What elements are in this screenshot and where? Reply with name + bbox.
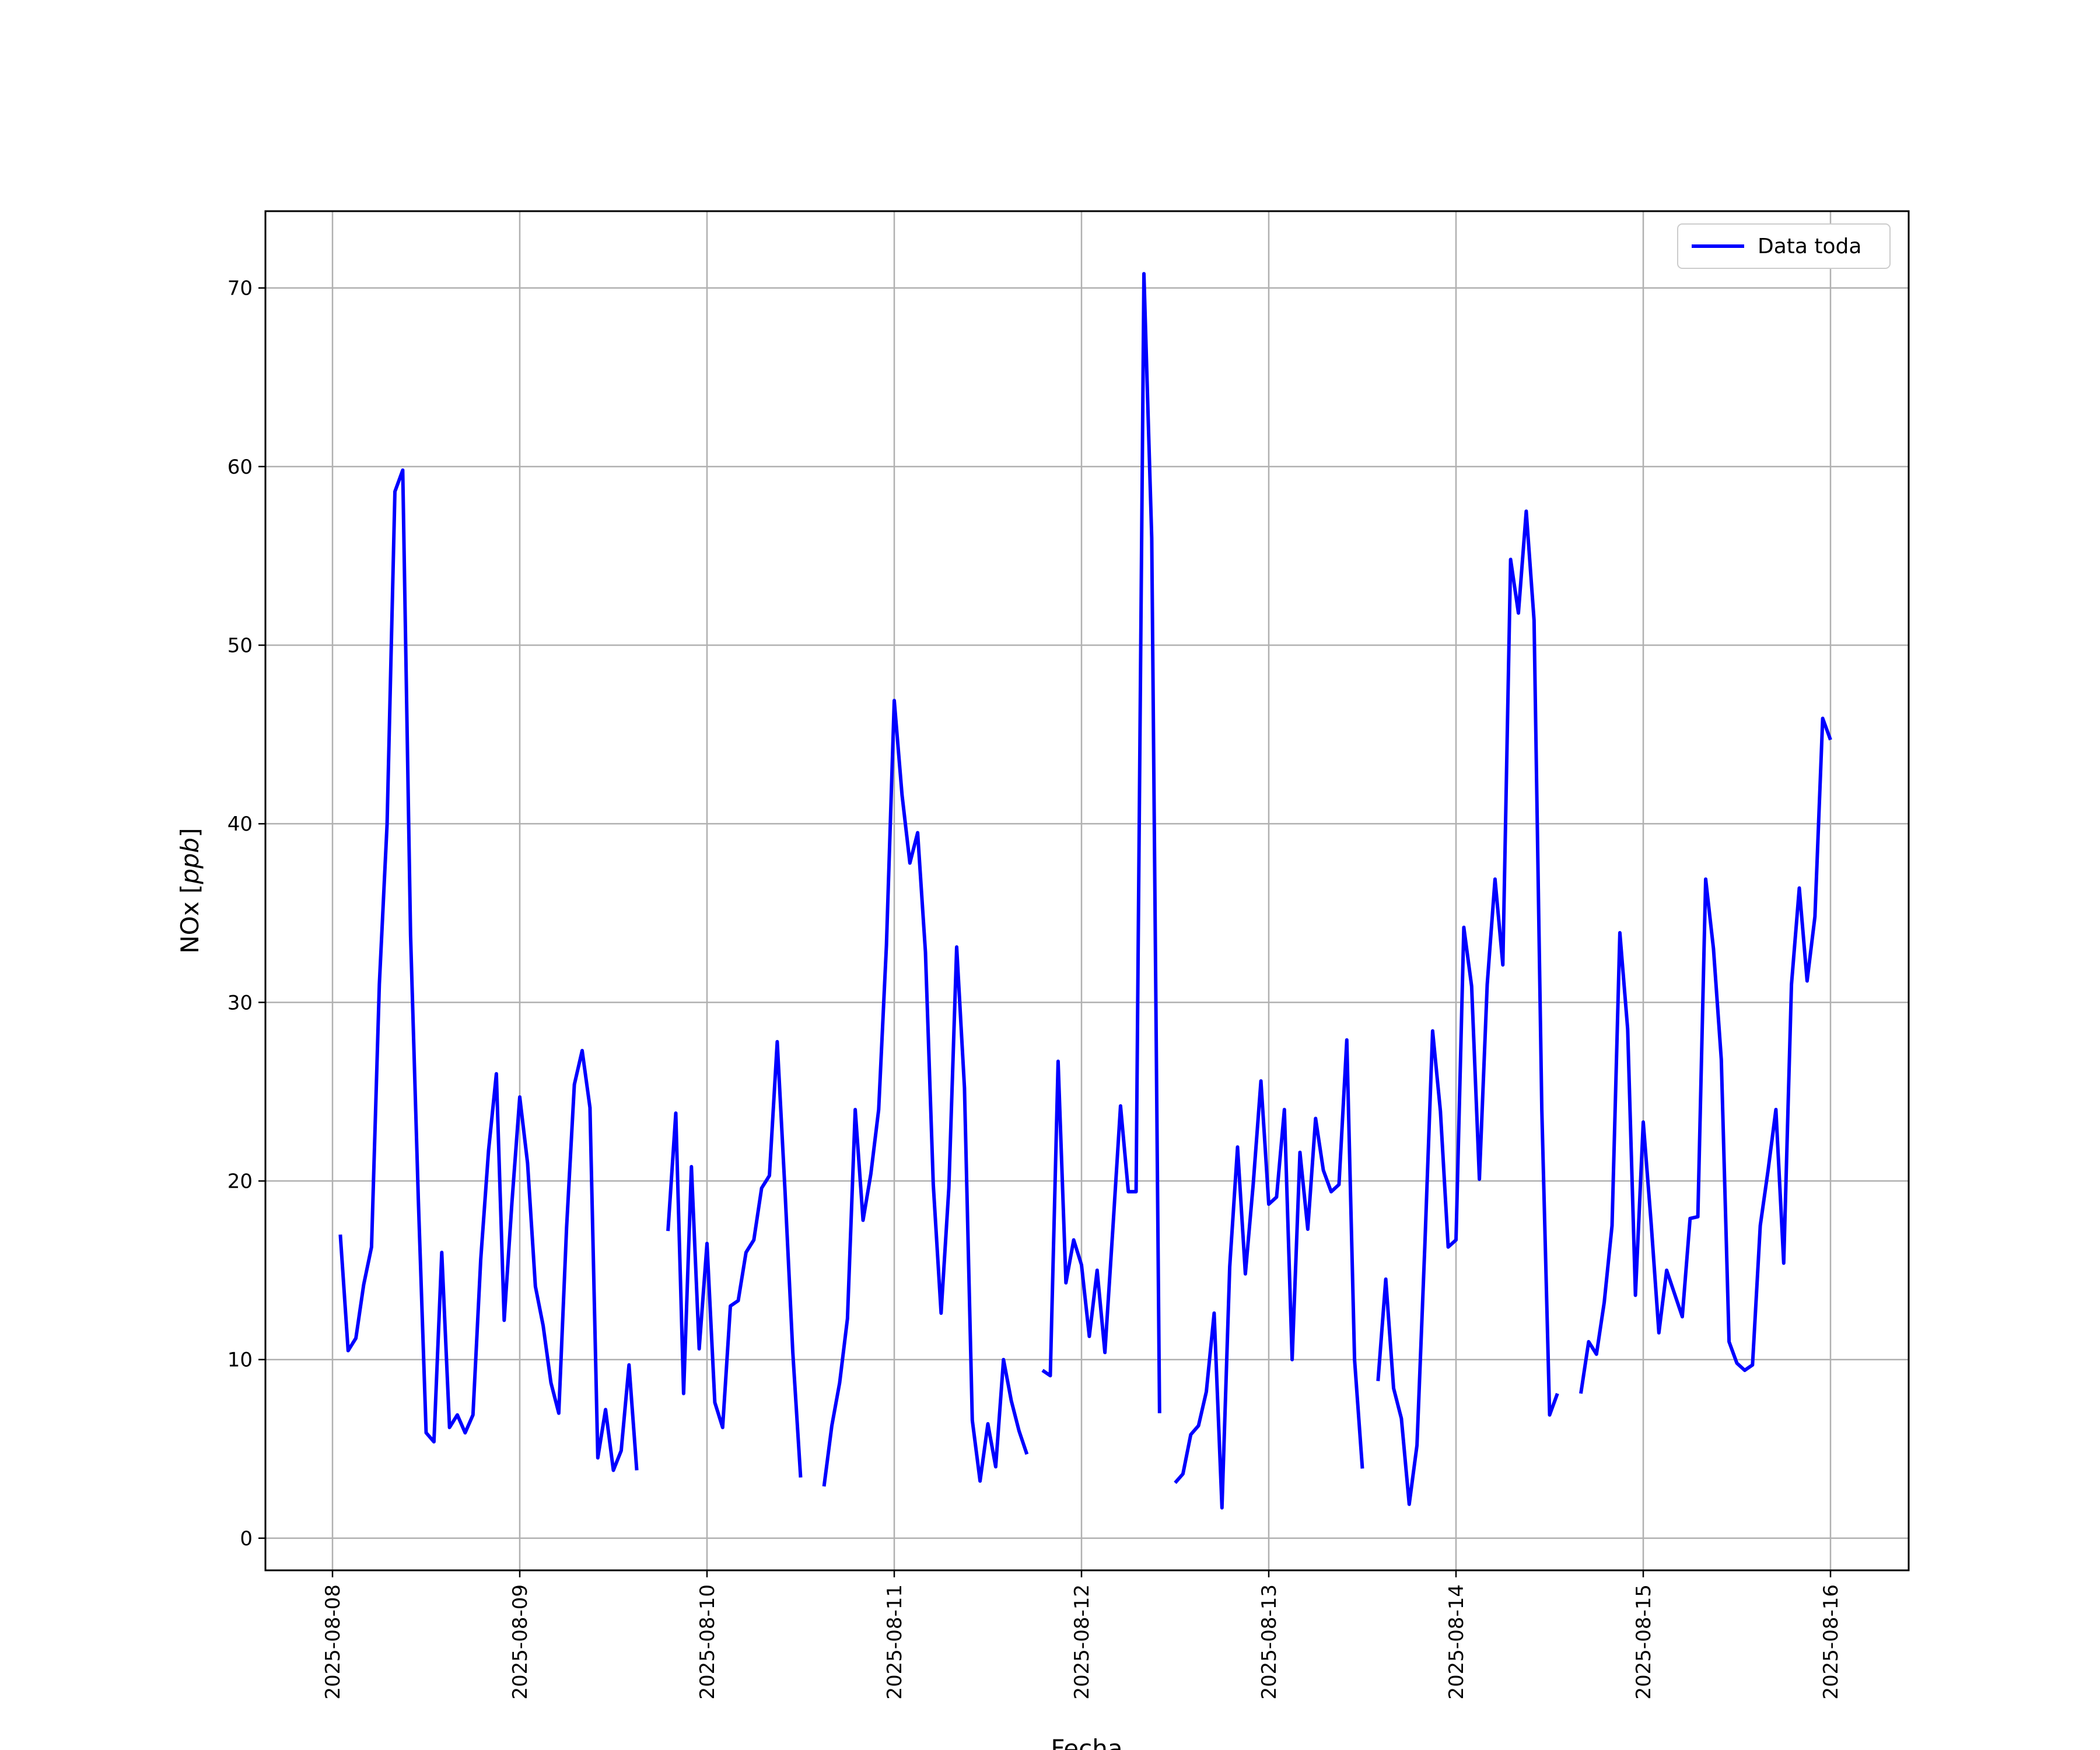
y-tick-label: 60 (228, 456, 253, 479)
y-tick-label: 20 (228, 1170, 253, 1194)
x-tick-label: 2025-08-12 (1070, 1584, 1094, 1700)
y-axis-label-unit: ppb (176, 838, 204, 885)
x-tick-label: 2025-08-15 (1632, 1584, 1656, 1700)
plot-series (338, 272, 1832, 1510)
x-tick-label: 2025-08-13 (1258, 1584, 1281, 1700)
legend-box (1677, 223, 1891, 269)
legend: Data toda (1677, 223, 1891, 269)
y-tick-label: 30 (228, 991, 253, 1014)
y-axis-ticks: 0 10 20 30 40 50 60 70 (228, 277, 265, 1550)
grid-lines (265, 211, 1909, 1570)
legend-label-data-toda: Data toda (1758, 235, 1861, 258)
series-line-data-toda (338, 272, 1832, 1510)
x-axis-ticks: 2025-08-08 2025-08-09 2025-08-10 2025-08-11… (321, 1570, 1843, 1700)
plot-frame (264, 210, 1910, 1572)
x-tick-label: 2025-08-16 (1819, 1584, 1843, 1700)
x-tick-label: 2025-08-08 (321, 1584, 345, 1700)
x-tick-label: 2025-08-10 (696, 1584, 719, 1700)
x-tick-label: 2025-08-14 (1445, 1584, 1468, 1700)
x-axis-label: Fecha (1051, 1734, 1122, 1750)
y-tick-label: 40 (228, 813, 253, 836)
y-tick-label: 0 (240, 1527, 253, 1550)
y-tick-label: 10 (228, 1349, 253, 1372)
y-axis-label: NOx [ppb] (176, 828, 204, 953)
x-tick-label: 2025-08-11 (883, 1584, 907, 1700)
x-tick-label: 2025-08-09 (509, 1584, 532, 1700)
y-tick-label: 70 (228, 277, 253, 300)
y-tick-label: 50 (228, 634, 253, 657)
y-axis-label-text: NOx (176, 901, 204, 953)
